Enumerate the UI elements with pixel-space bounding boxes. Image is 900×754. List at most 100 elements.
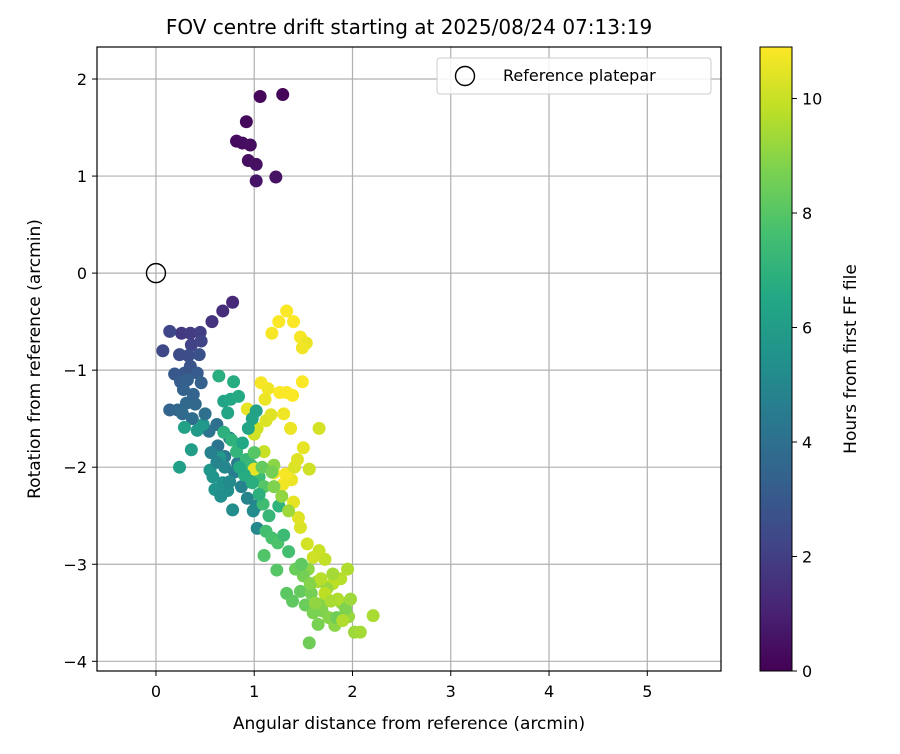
data-point: [186, 387, 200, 401]
data-point: [291, 511, 305, 525]
data-point: [190, 423, 204, 437]
data-point: [249, 157, 263, 171]
data-point: [253, 89, 267, 103]
data-point: [303, 577, 317, 591]
data-point: [184, 443, 198, 457]
data-point: [295, 375, 309, 389]
legend-marker: [454, 65, 476, 87]
colorbar-gradient: [759, 46, 793, 672]
data-point: [176, 383, 190, 397]
colorbar-tick-label: 4: [802, 433, 812, 452]
data-point: [290, 452, 304, 466]
data-point: [264, 408, 278, 422]
data-point: [225, 433, 239, 447]
y-axis-label: Rotation from reference (arcmin): [25, 219, 45, 499]
data-point: [223, 475, 237, 489]
data-point: [181, 349, 195, 363]
data-point: [216, 304, 230, 318]
data-point: [341, 562, 355, 576]
data-point: [239, 115, 253, 129]
data-point: [296, 441, 310, 455]
x-axis-label: Angular distance from reference (arcmin): [233, 714, 585, 734]
data-point: [306, 550, 320, 564]
data-point: [312, 421, 326, 435]
y-tick-label: −2: [63, 458, 87, 477]
data-points: [156, 88, 380, 650]
data-point: [336, 614, 350, 628]
y-tick-label: −3: [63, 555, 87, 574]
data-point: [269, 170, 283, 184]
data-point: [257, 445, 271, 459]
data-point: [353, 625, 367, 639]
x-axis-ticks: 0 1 2 3 4 5: [151, 671, 652, 701]
data-point: [192, 348, 206, 362]
data-point: [246, 504, 260, 518]
data-point: [205, 315, 219, 329]
reference-layer: [145, 262, 167, 284]
data-point: [302, 462, 316, 476]
data-point: [221, 406, 235, 420]
data-point: [282, 545, 296, 559]
data-point: [324, 594, 338, 608]
data-point: [175, 407, 189, 421]
data-point: [272, 315, 286, 329]
data-point: [294, 557, 308, 571]
y-tick-label: −4: [63, 652, 87, 671]
data-point: [226, 295, 240, 309]
data-point: [252, 487, 266, 501]
colorbar-tick-label: 10: [802, 90, 822, 109]
data-point: [247, 446, 261, 460]
data-point: [302, 636, 316, 650]
data-point: [277, 407, 291, 421]
data-point: [275, 489, 289, 503]
data-point: [306, 606, 320, 620]
x-tick-label: 2: [347, 682, 357, 701]
data-point: [194, 376, 208, 390]
chart-title: FOV centre drift starting at 2025/08/24 …: [166, 15, 652, 39]
y-tick-label: 2: [77, 70, 87, 89]
data-point: [366, 609, 380, 623]
y-axis-ticks: −4 −3 −2 −1 0 1 2: [63, 70, 97, 671]
data-point: [183, 326, 197, 340]
data-point: [286, 594, 300, 608]
data-point: [344, 592, 358, 606]
data-point: [214, 489, 228, 503]
data-point: [212, 369, 226, 383]
data-point: [226, 503, 240, 517]
data-point: [227, 375, 241, 389]
x-tick-label: 5: [642, 682, 652, 701]
x-tick-label: 0: [151, 682, 161, 701]
data-point: [262, 509, 276, 523]
data-point: [243, 138, 257, 152]
data-point: [270, 563, 284, 577]
data-point: [156, 344, 170, 358]
data-point: [235, 436, 249, 450]
colorbar-tick-label: 6: [802, 319, 812, 338]
data-point: [300, 537, 314, 551]
data-point: [254, 376, 268, 390]
x-tick-label: 4: [544, 682, 554, 701]
data-point: [255, 460, 269, 474]
data-point: [308, 596, 322, 610]
data-point: [280, 304, 294, 318]
data-point: [184, 338, 198, 352]
data-point: [234, 480, 248, 494]
data-point: [240, 491, 254, 505]
y-tick-label: −1: [63, 361, 87, 380]
data-point: [188, 397, 202, 411]
data-point: [284, 421, 298, 435]
data-point: [249, 404, 263, 418]
data-point: [293, 520, 307, 534]
colorbar-ticks: 0 2 4 6 8 10: [792, 90, 822, 681]
legend-entry-reference-platepar: Reference platepar: [503, 66, 656, 85]
data-point: [311, 617, 325, 631]
data-point: [277, 528, 291, 542]
data-point: [194, 334, 208, 348]
data-point: [326, 567, 340, 581]
y-tick-label: 1: [77, 167, 87, 186]
legend-box: [436, 57, 712, 95]
colorbar-tick-label: 2: [802, 548, 812, 567]
data-point: [287, 315, 301, 329]
